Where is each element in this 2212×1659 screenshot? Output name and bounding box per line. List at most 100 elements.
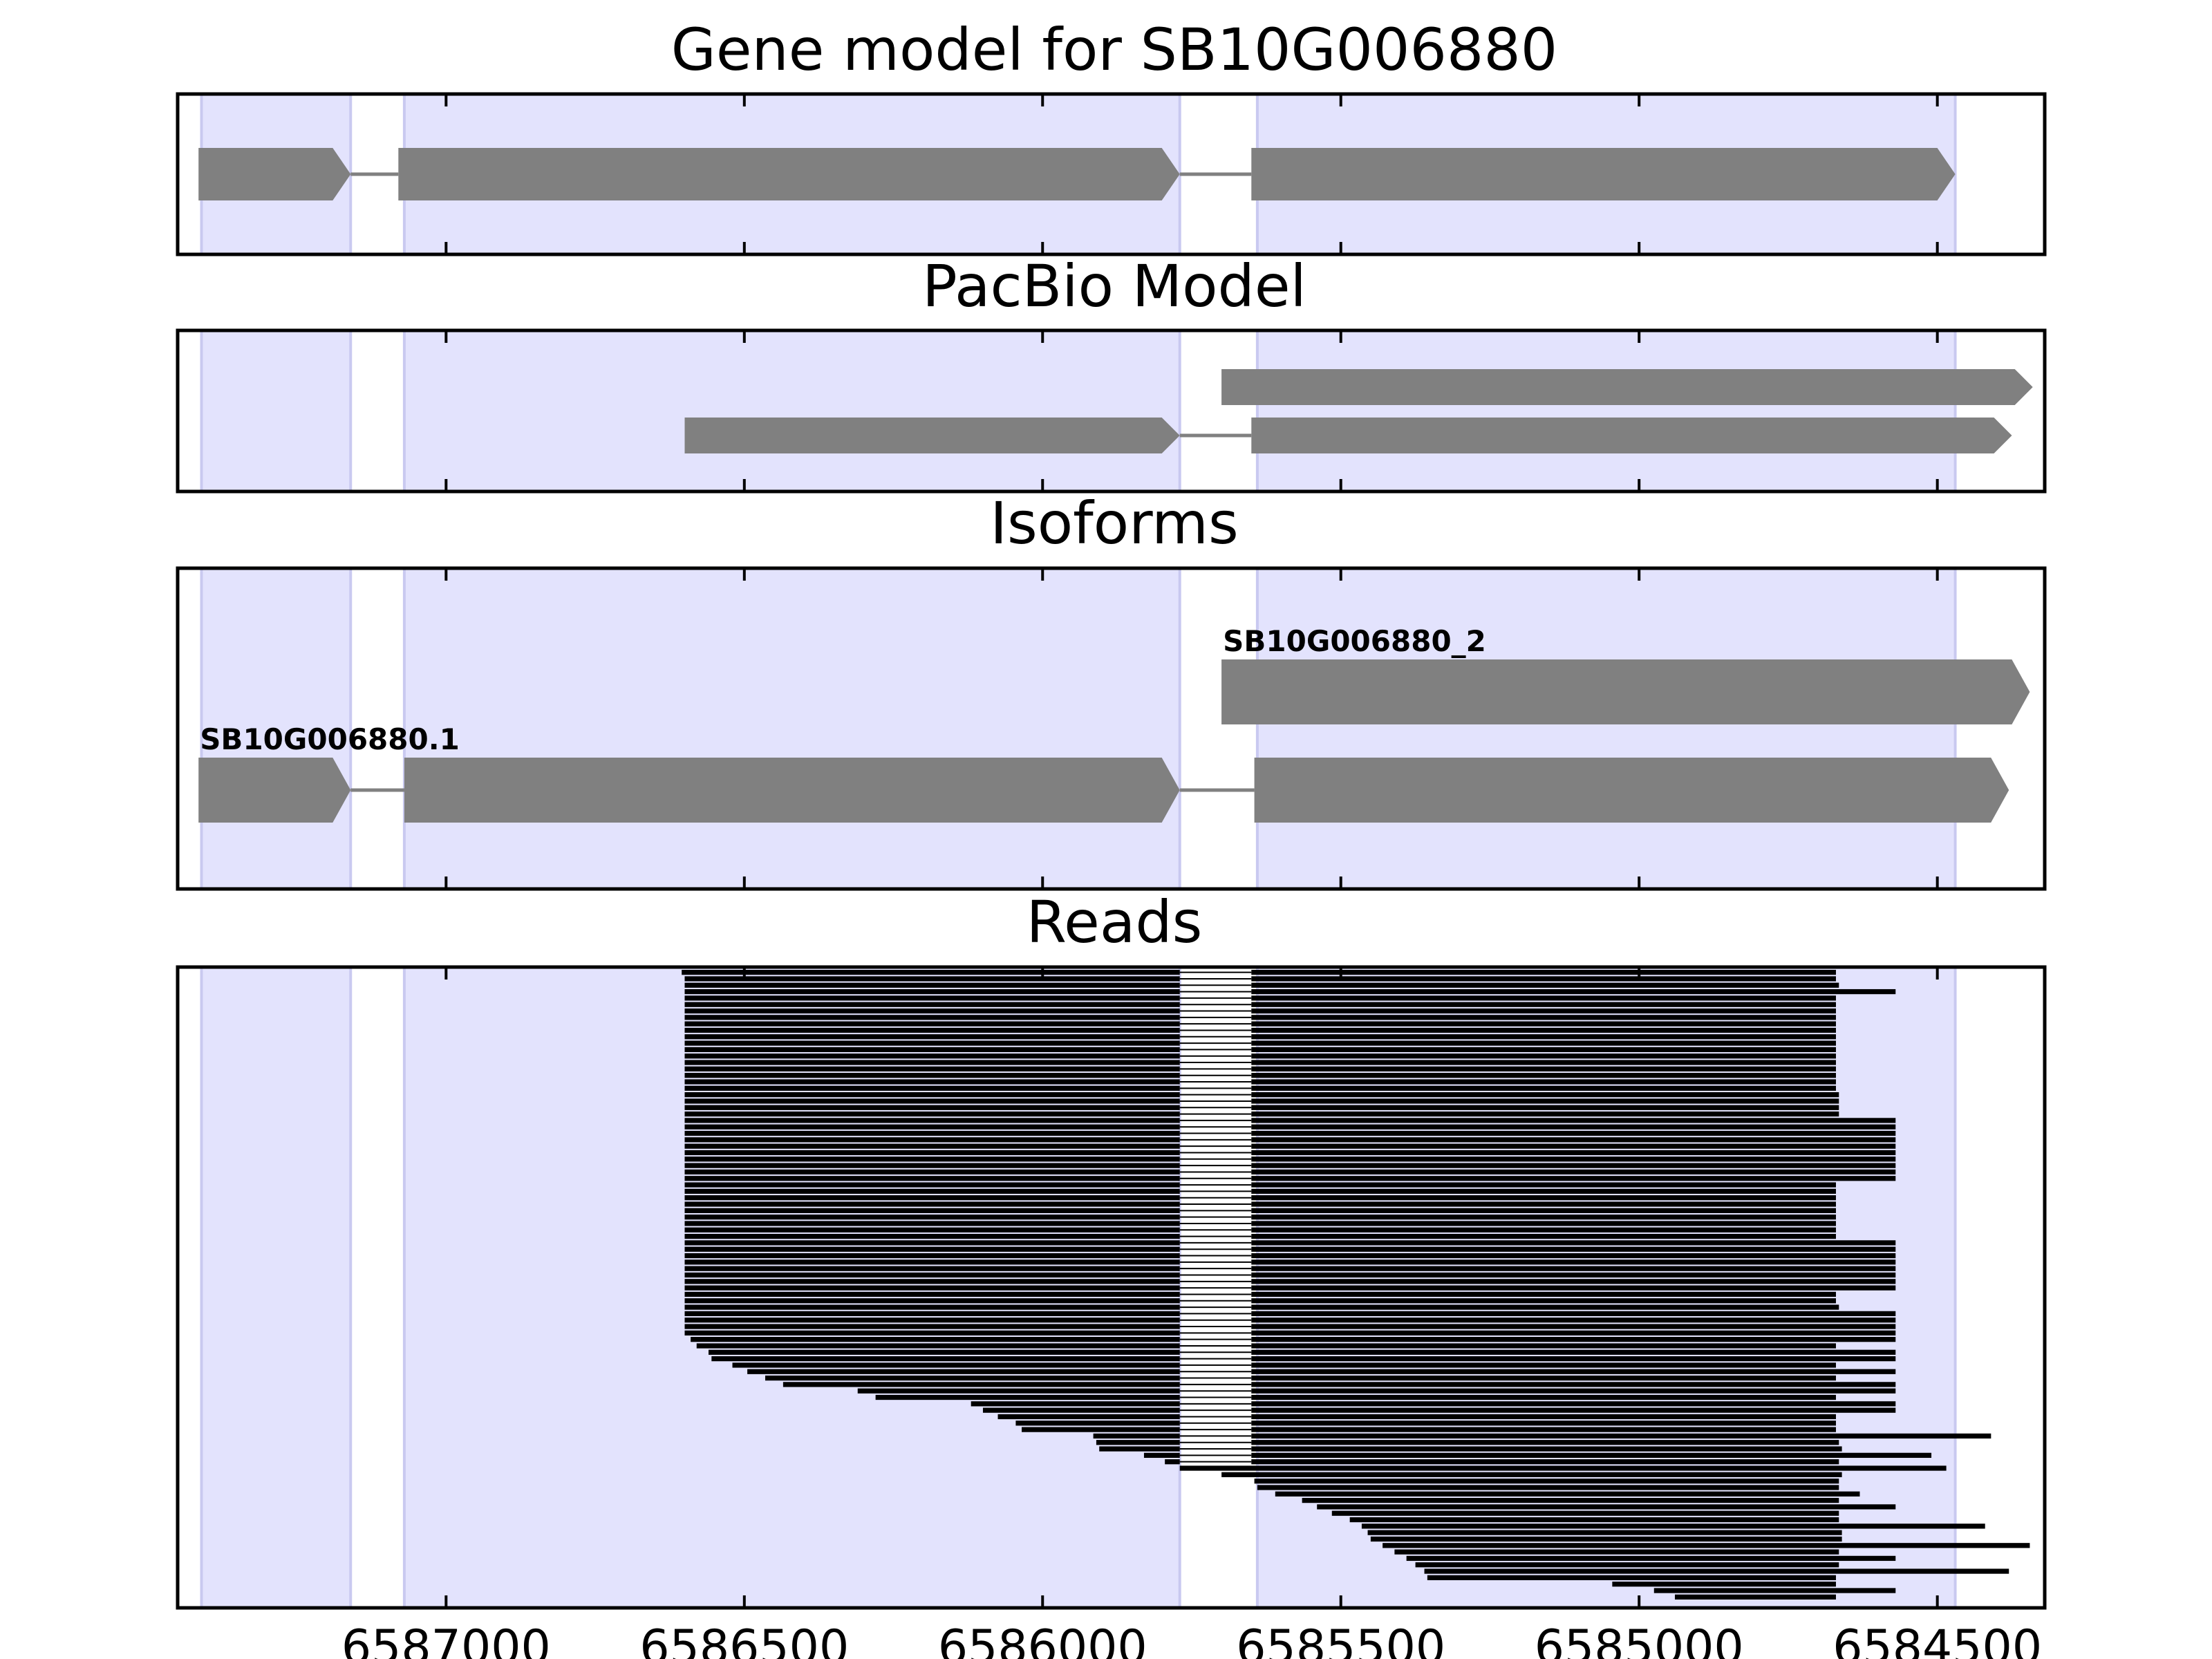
read-57-segment-2 [1251, 1330, 1896, 1335]
read-50-segment-1 [684, 1285, 1180, 1291]
read-49-segment-2 [1251, 1279, 1896, 1284]
read-33-segment-1 [684, 1176, 1180, 1181]
read-16-segment-1 [684, 1066, 1180, 1072]
read-88 [1367, 1530, 1842, 1535]
read-38-segment-1 [684, 1208, 1180, 1213]
read-32-segment-1 [684, 1169, 1180, 1175]
gene-model-exon-3 [1251, 148, 1956, 200]
read-47-segment-1 [684, 1266, 1180, 1271]
read-19-segment-2 [1251, 1085, 1836, 1091]
read-18-segment-2 [1251, 1079, 1836, 1085]
read-15-segment-1 [684, 1060, 1180, 1065]
read-74-segment-1 [1096, 1440, 1180, 1445]
read-74-segment-2 [1251, 1440, 1839, 1445]
read-15-segment-2 [1251, 1060, 1836, 1065]
gene-model-panel [176, 92, 2047, 256]
read-31-segment-2 [1251, 1163, 1896, 1168]
read-19-segment-1 [684, 1085, 1180, 1091]
read-36-segment-1 [684, 1195, 1180, 1201]
read-6-segment-1 [684, 1002, 1180, 1007]
read-52-segment-2 [1251, 1298, 1836, 1304]
read-5-segment-2 [1251, 995, 1836, 1001]
isoform-2-exon-3 [1254, 758, 2009, 823]
read-90 [1382, 1543, 2030, 1548]
exon-shade-3 [1255, 567, 1957, 890]
read-41-segment-1 [684, 1227, 1180, 1232]
read-69-segment-1 [982, 1407, 1180, 1413]
read-84 [1317, 1504, 1896, 1510]
read-96 [1612, 1582, 1836, 1587]
read-21-segment-2 [1251, 1098, 1839, 1104]
read-70-segment-1 [997, 1414, 1180, 1420]
read-58-segment-1 [691, 1337, 1180, 1342]
read-55-segment-1 [684, 1318, 1180, 1323]
read-98 [1674, 1594, 1836, 1600]
read-1-segment-1 [682, 970, 1180, 975]
x-axis: 6587000 6586500 6586000 6585500 6585000 65845… [341, 1620, 2042, 1659]
read-71-segment-1 [1015, 1421, 1180, 1426]
read-47-segment-2 [1251, 1266, 1896, 1271]
exon-shade-3 [1255, 329, 1957, 493]
read-45-segment-2 [1251, 1253, 1896, 1259]
read-61-segment-2 [1251, 1356, 1896, 1362]
read-42-segment-1 [684, 1233, 1180, 1239]
isoform-2-exon-1 [198, 758, 351, 823]
reads-panel [176, 965, 2047, 1610]
x-tick-label-0: 6587000 [341, 1620, 551, 1659]
read-41-segment-2 [1251, 1227, 1836, 1232]
read-2-segment-2 [1251, 976, 1836, 982]
read-51-segment-1 [684, 1291, 1180, 1297]
read-71-segment-2 [1251, 1421, 1836, 1426]
read-89 [1370, 1536, 1842, 1542]
read-87 [1361, 1524, 1985, 1529]
panel-title-isoforms: Isoforms [990, 489, 1239, 557]
read-67-segment-2 [1251, 1394, 1836, 1400]
pacbio-transcript-1-exon-1 [1221, 369, 2033, 405]
read-73-segment-1 [1093, 1433, 1180, 1439]
read-9-segment-1 [684, 1021, 1180, 1027]
read-4-segment-2 [1251, 988, 1896, 995]
read-27-segment-2 [1251, 1137, 1896, 1143]
read-45-segment-1 [684, 1253, 1180, 1259]
read-46-segment-1 [684, 1259, 1180, 1265]
read-50-segment-2 [1251, 1285, 1896, 1291]
read-7-segment-2 [1251, 1008, 1836, 1014]
read-34-segment-1 [684, 1182, 1180, 1188]
read-66-segment-1 [857, 1388, 1180, 1394]
read-21-segment-1 [684, 1098, 1180, 1104]
read-77-segment-2 [1251, 1459, 1839, 1465]
read-63-segment-1 [747, 1369, 1180, 1374]
read-72-segment-1 [1022, 1427, 1180, 1432]
read-23-segment-1 [684, 1111, 1180, 1117]
read-27-segment-1 [684, 1137, 1180, 1143]
read-22-segment-1 [684, 1105, 1180, 1110]
reads-frame [176, 965, 2047, 1610]
read-8-segment-1 [684, 1015, 1180, 1020]
read-4-segment-1 [684, 988, 1180, 995]
read-6-segment-2 [1251, 1002, 1836, 1007]
pacbio-model-panel [176, 328, 2047, 494]
read-44-segment-2 [1251, 1246, 1896, 1252]
read-70-segment-2 [1251, 1414, 1836, 1420]
read-7-segment-1 [684, 1008, 1180, 1014]
read-56-segment-1 [684, 1324, 1180, 1329]
read-12-segment-1 [684, 1040, 1180, 1046]
read-65-segment-1 [782, 1382, 1180, 1387]
read-39-segment-2 [1251, 1215, 1836, 1220]
read-77-segment-1 [1165, 1459, 1180, 1465]
read-2-segment-1 [684, 976, 1180, 982]
read-78 [1179, 1465, 1947, 1471]
read-62-segment-2 [1251, 1362, 1836, 1368]
read-26-segment-2 [1251, 1130, 1896, 1136]
read-76-segment-1 [1143, 1452, 1180, 1458]
read-37-segment-1 [684, 1201, 1180, 1207]
read-8-segment-2 [1251, 1015, 1836, 1020]
isoform-2-exon-2 [404, 758, 1180, 823]
exon-shade-2 [402, 567, 1181, 890]
read-42-segment-2 [1251, 1233, 1836, 1239]
read-30-segment-2 [1251, 1156, 1896, 1162]
read-3-segment-2 [1251, 982, 1839, 988]
read-25-segment-1 [684, 1124, 1180, 1130]
read-40-segment-1 [684, 1221, 1180, 1226]
x-tick-label-3: 6585500 [1236, 1620, 1445, 1659]
